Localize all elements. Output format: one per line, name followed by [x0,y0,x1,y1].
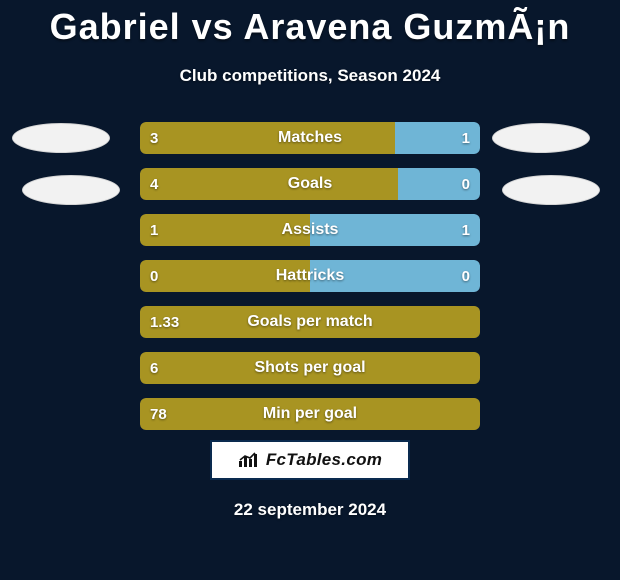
stat-row: 1.33Goals per match [140,306,480,338]
stat-row: 78Min per goal [140,398,480,430]
stat-row: 31Matches [140,122,480,154]
stat-row: 00Hattricks [140,260,480,292]
page-subtitle: Club competitions, Season 2024 [0,66,620,86]
player-avatar-right [502,175,600,205]
snapshot-date: 22 september 2024 [0,500,620,520]
stat-label: Shots per goal [140,352,480,384]
stat-row: 40Goals [140,168,480,200]
stat-label: Min per goal [140,398,480,430]
stat-row: 11Assists [140,214,480,246]
comparison-chart: 31Matches 40Goals 11Assists 00Hattricks 1.33… [140,122,480,444]
stat-row: 6Shots per goal [140,352,480,384]
player-avatar-left [12,123,110,153]
player-avatar-right [492,123,590,153]
stat-label: Goals [140,168,480,200]
stat-label: Assists [140,214,480,246]
stat-label: Goals per match [140,306,480,338]
page-title: Gabriel vs Aravena GuzmÃ¡n [0,0,620,48]
player-avatar-left [22,175,120,205]
chart-icon [238,451,260,469]
watermark-badge: FcTables.com [210,440,410,480]
stat-label: Matches [140,122,480,154]
watermark-text: FcTables.com [266,450,382,470]
stat-label: Hattricks [140,260,480,292]
